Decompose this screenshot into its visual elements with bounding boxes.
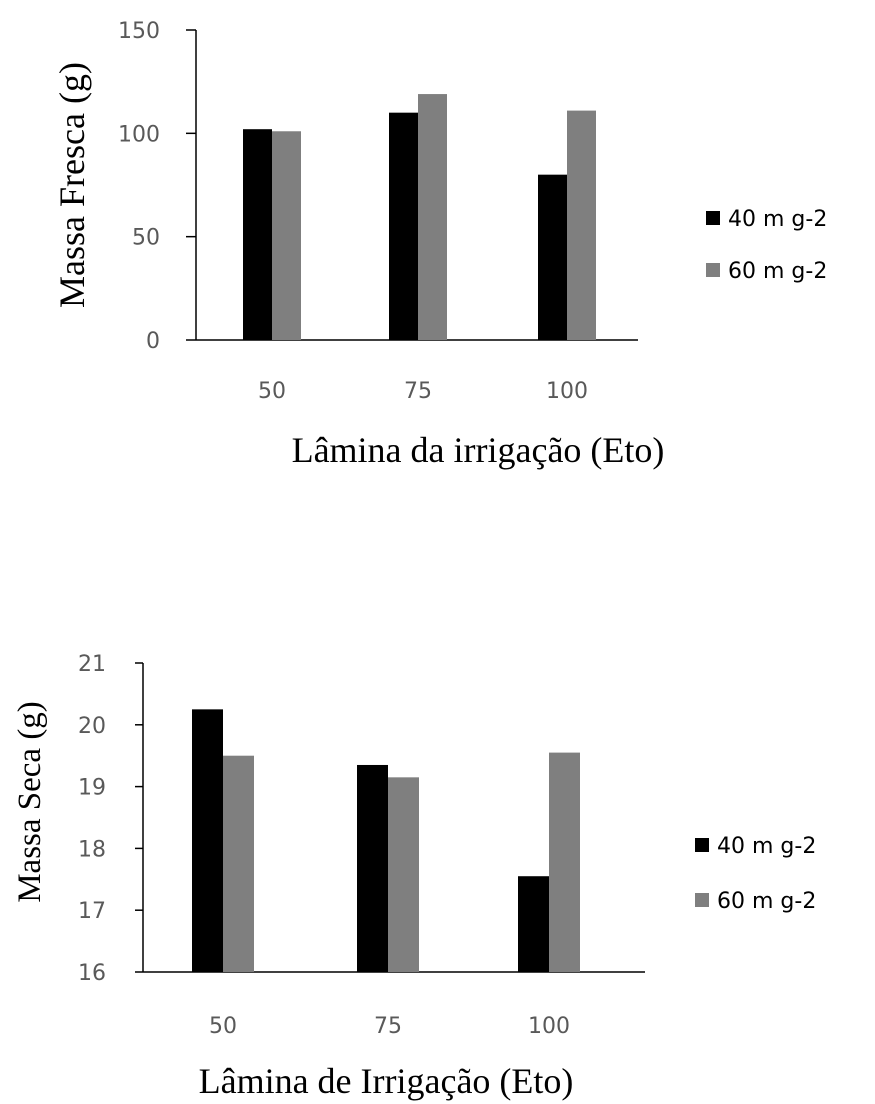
- y-tick-label: 17: [78, 899, 106, 924]
- massa-fresca-chart: 0 50 100 150 50 75 100 Massa Fresca (g) Lâmina d…: [52, 19, 827, 470]
- y-axis-title: Massa Fresca (g): [52, 62, 92, 308]
- bar: [538, 174, 567, 340]
- x-tick-label: 100: [528, 1014, 570, 1039]
- legend-swatch: [706, 211, 720, 225]
- legend: 40 m g-2 60 m g-2: [695, 834, 816, 914]
- bar: [567, 110, 596, 340]
- bar: [223, 755, 254, 972]
- y-tick-label: 100: [118, 122, 160, 147]
- legend-label: 60 m g-2: [728, 259, 827, 284]
- bar: [192, 709, 223, 972]
- legend: 40 m g-2 60 m g-2: [706, 207, 827, 284]
- y-axis-title: Massa Seca (g): [12, 701, 48, 903]
- y-tick-label: 16: [78, 961, 106, 986]
- x-tick-label: 75: [404, 379, 432, 404]
- bar: [418, 94, 447, 340]
- bar: [518, 876, 549, 972]
- legend-swatch: [706, 263, 720, 277]
- y-tick-label: 21: [78, 652, 106, 677]
- y-tick-label: 19: [78, 776, 106, 801]
- y-tick-label: 50: [132, 226, 160, 251]
- bar: [272, 131, 301, 340]
- bar: [389, 112, 418, 341]
- massa-seca-chart: 16 17 18 19 20 21 50 75 100 Massa Seca (g) Lâmina …: [12, 652, 816, 1101]
- bar: [549, 752, 580, 972]
- y-tick-label: 150: [118, 19, 160, 44]
- legend-label: 40 m g-2: [717, 834, 816, 859]
- legend-label: 40 m g-2: [728, 207, 827, 232]
- x-tick-label: 50: [209, 1014, 237, 1039]
- legend-swatch: [695, 893, 709, 907]
- bar: [388, 777, 419, 972]
- legend-label: 60 m g-2: [717, 889, 816, 914]
- y-tick-label: 18: [78, 837, 106, 862]
- bar: [243, 129, 272, 340]
- x-tick-label: 100: [546, 379, 588, 404]
- bar: [357, 764, 388, 972]
- y-tick-label: 0: [146, 329, 160, 354]
- y-tick-label: 20: [78, 714, 106, 739]
- x-tick-label: 75: [374, 1014, 402, 1039]
- legend-swatch: [695, 838, 709, 852]
- x-axis-title: Lâmina da irrigação (Eto): [292, 430, 665, 470]
- x-axis-title: Lâmina de Irrigação (Eto): [199, 1061, 574, 1101]
- x-tick-label: 50: [258, 379, 286, 404]
